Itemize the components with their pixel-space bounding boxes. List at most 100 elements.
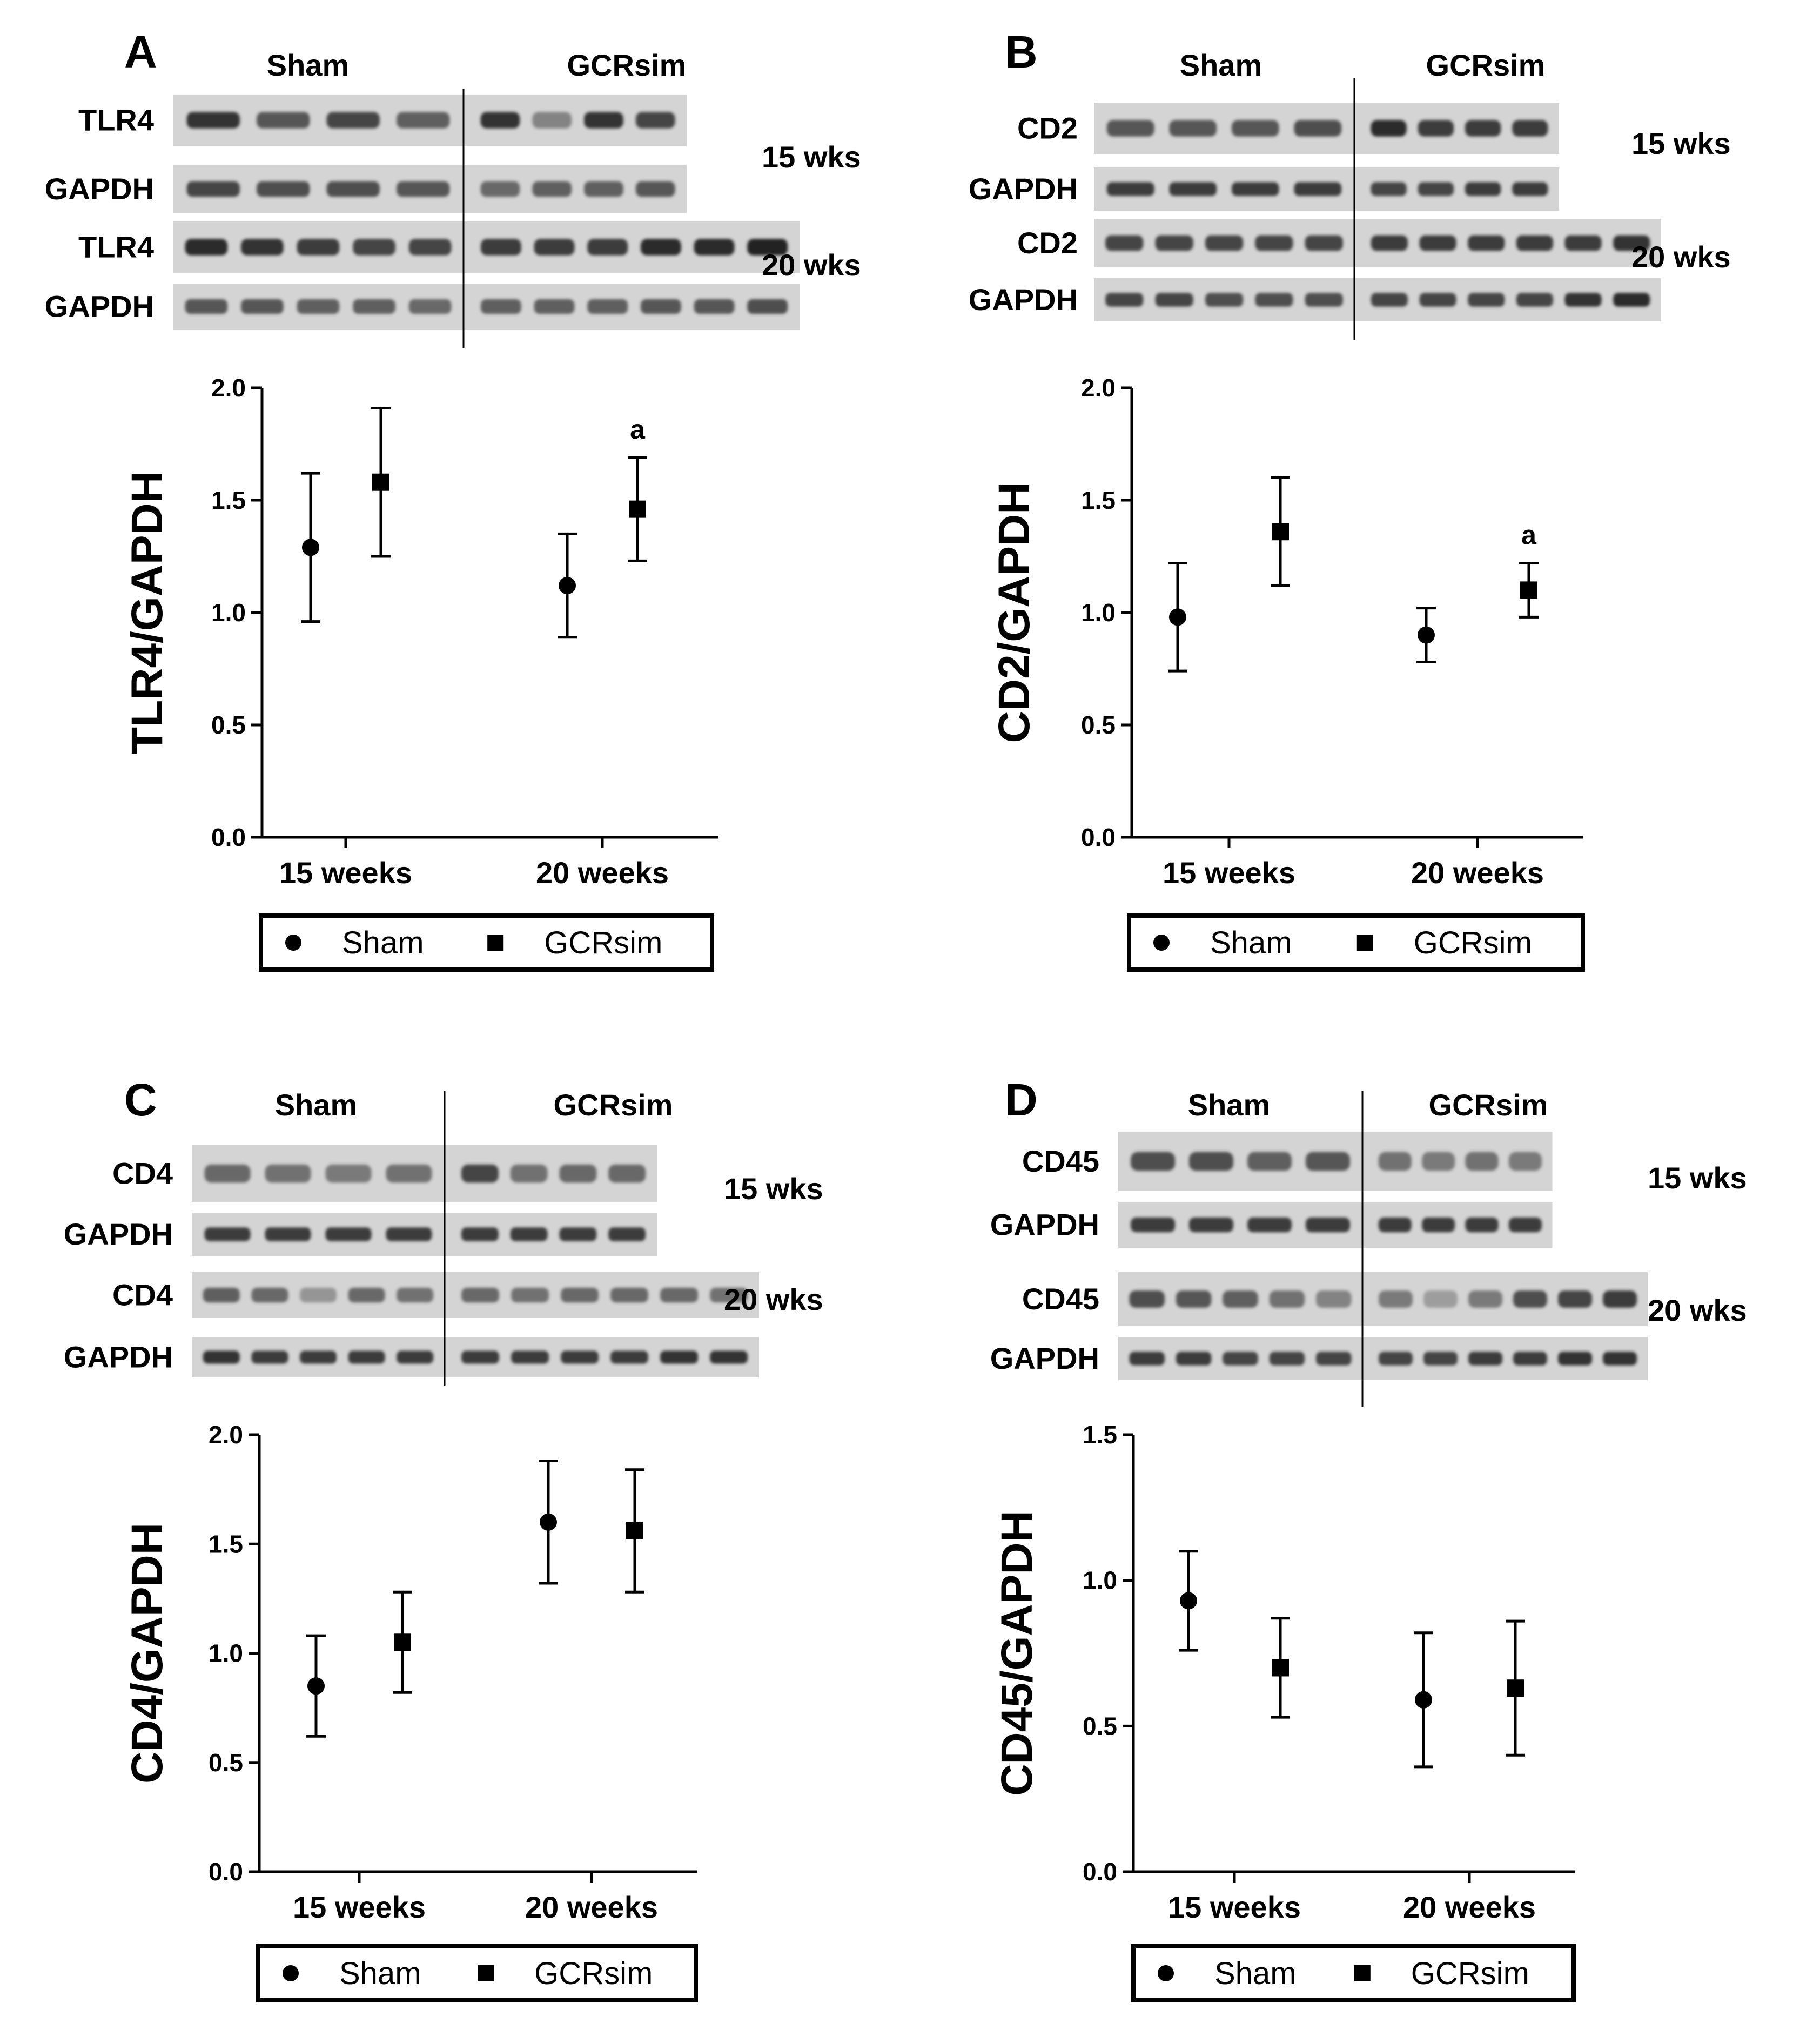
series-sham [1179,1550,1433,1769]
y-tick-label: 0.5 [1081,711,1116,739]
blot-group-label: GCRsim [567,48,687,82]
y-tick-label: 2.0 [209,1421,243,1449]
blot-band [1155,235,1193,251]
legend-circle-marker [1153,935,1170,951]
blot-band [640,239,681,256]
data-point-square [626,1522,643,1539]
blot-band [1418,182,1454,196]
blot-band [584,181,623,197]
blot-time-label: 15 wks [1648,1161,1747,1195]
blot-band [461,1350,499,1364]
blot-band [461,1227,499,1241]
blot-band [694,239,735,256]
blot-band [1508,1217,1542,1233]
blot-band [1613,235,1650,251]
panel-letter: B [1005,26,1038,77]
x-tick-label: 15 weeks [293,1890,426,1924]
legend: Sham GCRsim [256,1944,698,2002]
blot-band [1255,235,1293,251]
blot-band [1468,1290,1503,1308]
blot-band [480,112,520,129]
y-tick-label: 1.5 [211,486,246,514]
blot-band [534,299,575,314]
legend-box [1127,913,1585,972]
blot-band [480,239,521,256]
blot-band [1255,293,1293,307]
series-gcrsim [1271,476,1539,619]
blot-row-label: CD45 [1022,1144,1099,1178]
blot-band [265,1227,311,1241]
blot-band [1247,1152,1292,1171]
blot-band [1169,182,1217,196]
legend-label: Sham [342,925,424,960]
blot-band [587,239,628,256]
blot-time-label: 20 wks [762,248,861,282]
blot-band [480,299,521,314]
blot-band [1371,235,1408,251]
blot-row-label: GAPDH [45,290,154,324]
blot-band [1418,120,1454,137]
data-point-circle [1180,1592,1197,1610]
data-point-circle [1169,608,1186,626]
blot-group-label: Sham [1180,48,1262,82]
y-axis-label: CD45/GAPDH [992,1510,1042,1796]
blot-band [1294,120,1342,137]
blot-band [461,1287,499,1303]
series-gcrsim [393,1468,644,1694]
data-point-circle [1415,1691,1432,1709]
blot-band [1223,1290,1258,1308]
blot-band [635,112,675,129]
blot-band [1231,120,1279,137]
blot-band [241,239,284,256]
y-tick-label: 0.0 [1081,823,1116,851]
blot-row-label: CD2 [1017,226,1078,260]
blot-row-label: CD45 [1022,1282,1099,1316]
blot-band [1247,1217,1292,1233]
x-tick-label: 15 weeks [1163,856,1295,890]
legend-circle-marker [283,1965,299,1981]
blot-band [204,1164,251,1183]
blot-band [1169,120,1217,137]
plot: 0.0 0.5 1.0 1.5 2.0 15 weeks 20 weeks TLR4/GAPD… [123,374,718,890]
y-tick-label: 1.5 [1081,486,1116,514]
blot-band [1205,293,1244,307]
data-point-circle [302,539,319,556]
data-point-square [1507,1679,1524,1697]
blot-group-label: Sham [1188,1088,1271,1122]
blot-band [1106,182,1154,196]
x-tick-label: 15 weeks [279,856,412,890]
legend-label: GCRsim [534,1956,653,1991]
blot-band [587,299,628,314]
y-tick-label: 0.0 [1083,1858,1117,1886]
blot-band [353,299,395,314]
data-point-square [1520,581,1537,599]
blot-band [1130,1217,1176,1233]
blot-band [348,1350,385,1364]
panel-letter: A [124,26,157,77]
blot-band [251,1350,288,1364]
blot-band [511,1350,549,1364]
blot-band [1513,1290,1548,1308]
y-tick-label: 0.5 [211,711,246,739]
y-tick-label: 1.0 [1081,599,1116,627]
blot-band [1105,293,1144,307]
blot-band [1423,1290,1458,1308]
panel-c: C Sham GCRsim CD4 GAPDH 15 wks CD4 20 wks GAPDH 0… [64,1074,823,2002]
blot-band [1564,235,1602,251]
blot-band [608,1227,646,1241]
plot: 0.0 0.5 1.0 1.5 15 weeks 20 weeks CD45/GAPDH [992,1421,1575,1924]
blot-band [510,1227,548,1241]
blot-band [1378,1352,1413,1366]
blot-band [1613,293,1650,307]
blot-band [1315,1352,1352,1366]
data-point-circle [559,577,576,595]
blot-band [203,1287,240,1303]
blot-row-label: GAPDH [990,1208,1099,1242]
blot-band [241,299,284,314]
blot-band [1378,1152,1412,1171]
panel-b: B Sham GCRsim CD2 GAPDH 15 wks CD2 GAPDH 20 wks 0… [969,26,1731,972]
blot-band [694,299,735,314]
blot-band [326,112,380,129]
blot-band [561,1287,599,1303]
